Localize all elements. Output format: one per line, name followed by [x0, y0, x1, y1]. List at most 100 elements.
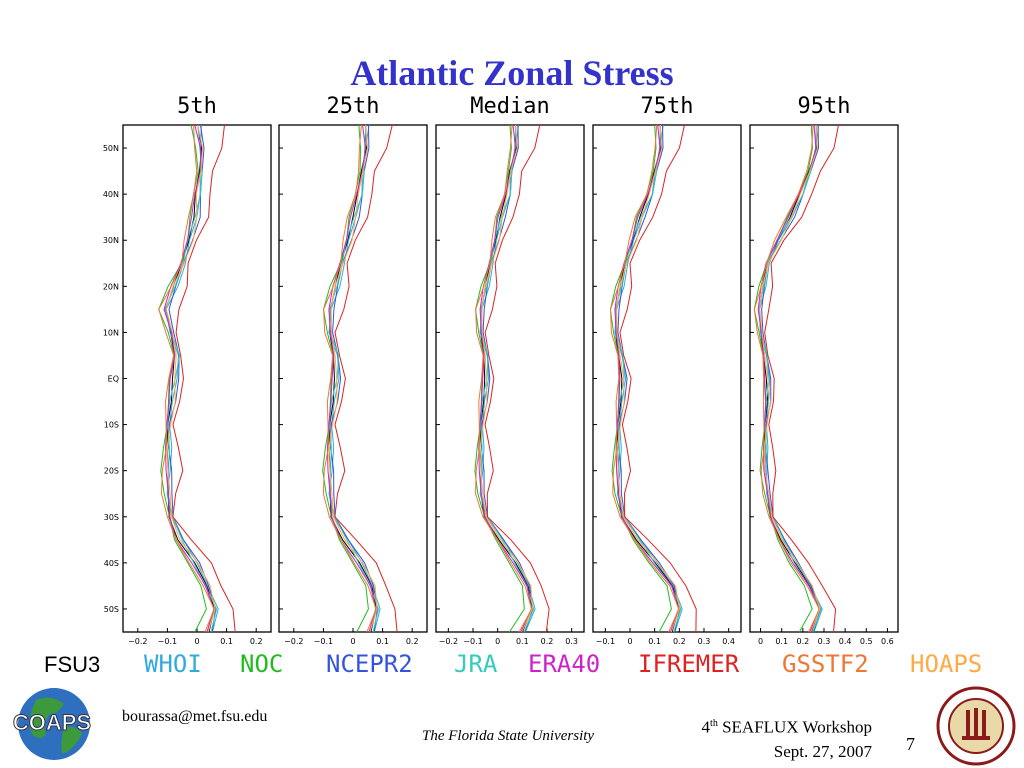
y-tick-label: 10N [103, 328, 119, 337]
series-line-fsu3-25th [328, 124, 377, 633]
series-line-fsu3-95th [758, 124, 821, 633]
series-line-hoaps-95th [759, 124, 821, 633]
y-tick-label: 50S [104, 605, 119, 614]
panel-frame-5th [122, 124, 272, 633]
series-line-whoi-median [479, 124, 536, 633]
series-line-ncepr2-75th [617, 124, 681, 633]
series-line-whoi-75th [614, 124, 683, 633]
series-line-era40-75th [614, 124, 680, 633]
x-tick-label: 0.2 [250, 637, 263, 646]
panel-frame-75th [592, 124, 742, 633]
y-tick-label: EQ [108, 375, 119, 384]
series-line-era40-5th [163, 124, 215, 633]
panel-title-5th: 5th [177, 94, 217, 119]
x-tick-label: 0 [758, 637, 763, 646]
legend-era40: ERA40 [528, 650, 601, 678]
fsu-seal [936, 686, 1016, 766]
x-tick-label: 0 [495, 637, 500, 646]
legend-fsu3: FSU3 [44, 652, 101, 677]
series-line-era40-median [478, 124, 532, 633]
y-tick-label: 40N [103, 190, 119, 199]
series-line-whoi-95th [759, 124, 823, 633]
series-line-ncepr2-95th [761, 124, 821, 633]
series-line-hoaps-25th [328, 124, 378, 633]
series-line-ifremer-25th [334, 124, 398, 633]
series-line-ifremer-95th [764, 124, 839, 633]
series-line-fsu3-75th [614, 124, 680, 633]
y-tick-label: 20N [103, 282, 119, 291]
workshop-number: 4 [701, 717, 711, 737]
x-tick-label: −0.1 [596, 637, 615, 646]
series-line-ifremer-75th [619, 124, 697, 633]
x-tick-label: 0.2 [541, 637, 554, 646]
x-tick-label: 0.5 [860, 637, 873, 646]
series-line-hoaps-75th [616, 124, 681, 633]
x-tick-label: 0.6 [881, 637, 894, 646]
legend-gsstf2: GSSTF2 [782, 650, 869, 678]
series-line-ncepr2-median [480, 124, 534, 633]
x-tick-label: 0.2 [796, 637, 809, 646]
workshop-date: Sept. 27, 2007 [773, 741, 872, 761]
chart-area: 50N40N30N20N10NEQ10S20S30S40S50S5th−0.2−… [103, 94, 899, 646]
legend-ncepr2: NCEPR2 [326, 650, 413, 678]
coaps-logo-text: COAPS [13, 710, 91, 735]
page-title: Atlantic Zonal Stress [350, 53, 674, 93]
x-tick-label: 0.3 [698, 637, 711, 646]
series-line-ncepr2-25th [330, 124, 378, 633]
x-tick-label: 0.2 [406, 637, 419, 646]
y-tick-label: 40S [104, 559, 119, 568]
x-tick-label: 0.1 [376, 637, 389, 646]
legend-whoi: WHOI [144, 650, 202, 678]
x-tick-label: 0.4 [839, 637, 852, 646]
series-line-gsstf2-5th [158, 124, 215, 633]
y-tick-label: 30S [104, 513, 119, 522]
workshop-suffix: th [710, 718, 718, 729]
legend-hoaps: HOAPS [910, 650, 983, 678]
legend-ifremer: IFREMER [638, 650, 740, 678]
x-tick-label: 0.1 [220, 637, 233, 646]
series-line-hoaps-5th [165, 124, 216, 633]
series-line-ifremer-5th [172, 124, 236, 633]
series-line-ncepr2-5th [168, 124, 217, 633]
series-line-gsstf2-95th [753, 124, 820, 633]
legend-jra: JRA [454, 650, 498, 678]
series-line-hoaps-median [479, 124, 533, 633]
x-tick-label: −0.2 [128, 637, 147, 646]
legend: WHOI NOC NCEPR2 JRA ERA40 IFREMER GSSTF2… [44, 650, 1014, 686]
x-tick-label: 0.1 [775, 637, 788, 646]
x-tick-label: −0.2 [439, 637, 458, 646]
x-tick-label: 0 [627, 637, 632, 646]
footer-email: bourassa@met.fsu.edu [122, 708, 268, 725]
x-tick-label: 0.1 [648, 637, 661, 646]
series-line-era40-25th [326, 124, 377, 633]
series-line-era40-95th [757, 124, 820, 633]
x-tick-label: 0.2 [673, 637, 686, 646]
panel-frame-95th [749, 124, 899, 633]
series-line-whoi-25th [328, 124, 381, 633]
legend-noc: NOC [240, 650, 284, 678]
x-tick-label: −0.1 [314, 637, 333, 646]
page-number: 7 [906, 734, 915, 754]
x-tick-label: −0.2 [284, 637, 303, 646]
x-tick-label: −0.1 [158, 637, 177, 646]
x-tick-label: 0 [350, 637, 355, 646]
series-line-ifremer-median [484, 124, 550, 633]
workshop-name: SEAFLUX Workshop [717, 717, 872, 737]
x-tick-label: 0 [194, 637, 199, 646]
series-line-gsstf2-75th [609, 124, 680, 633]
coaps-logo: COAPS [12, 688, 92, 760]
y-tick-label: 30N [103, 236, 119, 245]
x-tick-label: 0.3 [565, 637, 578, 646]
footer-university: The Florida State University [422, 728, 595, 744]
x-tick-label: 0.3 [818, 637, 831, 646]
y-tick-label: 10S [104, 421, 119, 430]
panel-title-25th: 25th [327, 94, 380, 119]
y-tick-label: 50N [103, 144, 119, 153]
footer-workshop: 4th SEAFLUX Workshop Sept. 27, 2007 [702, 712, 872, 764]
series-line-fsu3-5th [165, 124, 215, 633]
series-line-fsu3-median [479, 124, 533, 633]
x-tick-label: −0.1 [463, 637, 482, 646]
series-line-whoi-5th [165, 124, 219, 633]
series-line-gsstf2-median [474, 124, 533, 633]
y-tick-label: 20S [104, 467, 119, 476]
